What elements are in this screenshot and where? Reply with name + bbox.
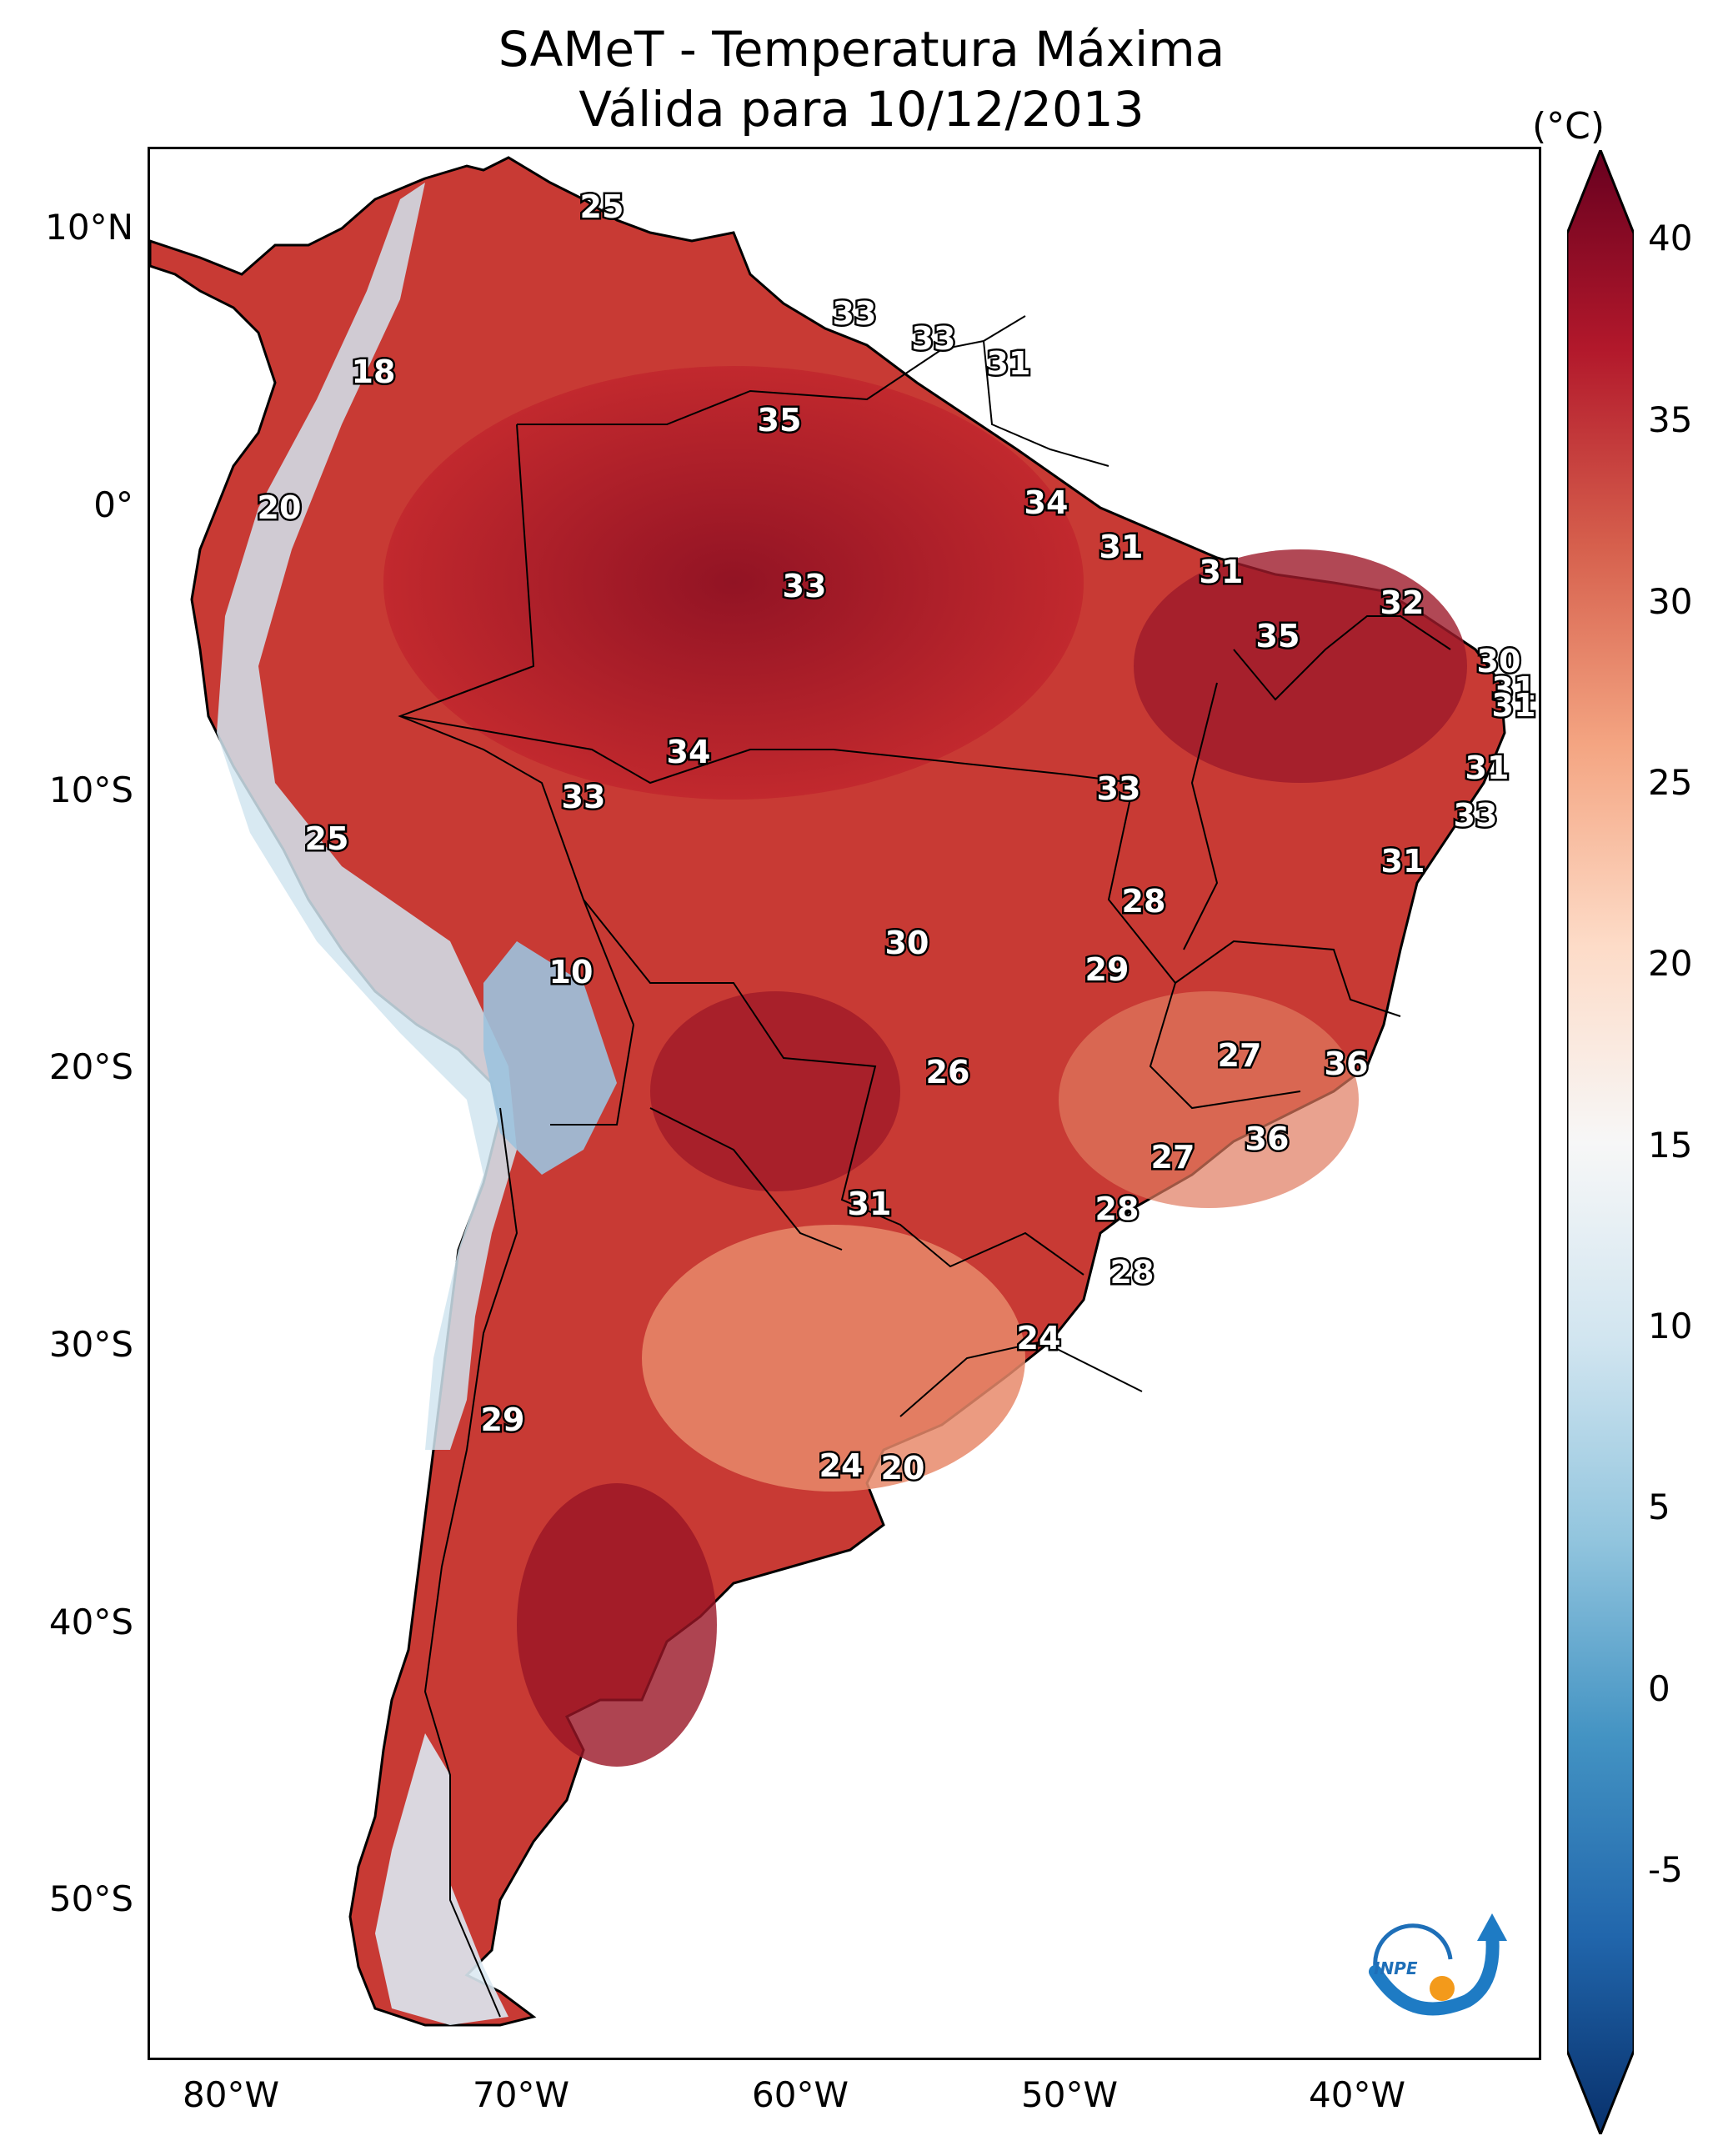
map-title: SAMeT - Temperatura Máxima (498, 21, 1225, 78)
lon-label-70w: 70°W (473, 2074, 569, 2115)
colorbar-tick-5: 5 (1648, 1487, 1670, 1527)
colorbar-unit: (°C) (1532, 105, 1605, 148)
isotherm-label: 18 (352, 353, 396, 390)
isotherm-label: 31 (848, 1186, 892, 1222)
inpe-logo-icon: INPE (1369, 1913, 1507, 2016)
isotherm-label: 34 (1024, 484, 1069, 521)
isotherm-label: 36 (1325, 1045, 1369, 1082)
isotherm-label: 33 (1097, 770, 1141, 807)
lat-label-50s: 50°S (48, 1878, 133, 1919)
isotherm-label: 35 (758, 402, 802, 439)
altiplano-cold-region (483, 941, 617, 1175)
isotherm-label: 26 (926, 1054, 970, 1091)
isotherm-label: 31 (1381, 843, 1425, 880)
isotherm-label: 27 (1151, 1139, 1195, 1176)
lon-label-60w: 60°W (752, 2074, 849, 2115)
colorbar-tick-30: 30 (1648, 581, 1693, 622)
amazon-hot-region (383, 366, 1084, 800)
isotherm-label: 33 (912, 320, 956, 357)
isotherm-label: 31 (987, 345, 1031, 382)
isotherm-label: 34 (667, 734, 711, 770)
colorbar-tick-0: 0 (1648, 1668, 1670, 1709)
lat-label-0: 0° (93, 484, 133, 525)
colorbar-tick-35: 35 (1648, 399, 1693, 440)
isotherm-label: 31 (1492, 670, 1536, 707)
isotherm-label: 31 (1200, 554, 1244, 590)
lat-label-20s: 20°S (48, 1046, 133, 1087)
colorbar-tick-20: 20 (1648, 943, 1693, 984)
colorbar-tick-15: 15 (1648, 1125, 1693, 1166)
isotherm-label: 28 (1095, 1191, 1139, 1227)
isotherm-label: 33 (783, 568, 827, 604)
lat-label-10n: 10°N (45, 207, 133, 248)
pampas-warm-region (642, 1225, 1025, 1492)
isotherm-label: 10 (549, 954, 594, 990)
lat-label-10s: 10°S (48, 770, 133, 810)
isotherm-label: 27 (1218, 1037, 1262, 1074)
isotherm-label: 36 (1245, 1121, 1290, 1157)
isotherm-label: 30 (885, 925, 929, 961)
isotherm-label: 35 (1256, 618, 1300, 654)
isotherm-label: 24 (819, 1447, 864, 1484)
isotherm-label: 33 (562, 779, 606, 815)
colorbar (1567, 150, 1634, 2134)
lat-label-40s: 40°S (48, 1602, 133, 1642)
isotherm-label: 25 (580, 188, 624, 225)
isotherm-label: 33 (833, 295, 877, 332)
lat-label-30s: 30°S (48, 1324, 133, 1365)
isotherm-label: 33 (1454, 797, 1498, 834)
colorbar-tick-10: 10 (1648, 1306, 1693, 1346)
map-subtitle: Válida para 10/12/2013 (579, 81, 1144, 138)
isotherm-label: 30 (1477, 643, 1521, 679)
map-panel: 25 33 33 31 18 35 20 34 31 33 31 32 35 30 31 31 34 33 33 31… (148, 147, 1541, 2060)
colorbar-tick-25: 25 (1648, 762, 1693, 803)
logo-text: INPE (1374, 1958, 1418, 1978)
northeast-hot-region (1134, 549, 1467, 783)
colorbar-body (1567, 150, 1634, 2134)
southeast-warm-region (1059, 991, 1359, 1208)
isotherm-label: 28 (1122, 883, 1166, 920)
lon-label-40w: 40°W (1309, 2074, 1405, 2115)
andes-cool-band (217, 183, 517, 1450)
country-borders (398, 315, 1451, 2018)
isotherm-label: 31 (1099, 529, 1144, 565)
colorbar-tick-40: 40 (1648, 218, 1693, 258)
chaco-hot-region (650, 991, 900, 1191)
isotherm-label: 29 (481, 1401, 525, 1438)
isotherm-label: 28 (1110, 1254, 1155, 1291)
lon-label-80w: 80°W (183, 2074, 279, 2115)
isotherm-label: 20 (881, 1450, 925, 1487)
isotherm-label: 24 (1017, 1320, 1061, 1356)
isotherm-label: 29 (1085, 951, 1129, 988)
colorbar-tick-minus5: -5 (1648, 1849, 1683, 1890)
isotherm-label: 20 (258, 489, 302, 526)
isotherm-label: 31 (1465, 750, 1510, 786)
isotherm-label: 25 (305, 820, 349, 857)
patagonia-hot-region (517, 1483, 717, 1767)
isotherm-label: 31 (1492, 687, 1536, 724)
isotherm-label: 32 (1380, 584, 1425, 621)
patagonia-cool-band (375, 1733, 508, 2025)
lon-label-50w: 50°W (1021, 2074, 1118, 2115)
